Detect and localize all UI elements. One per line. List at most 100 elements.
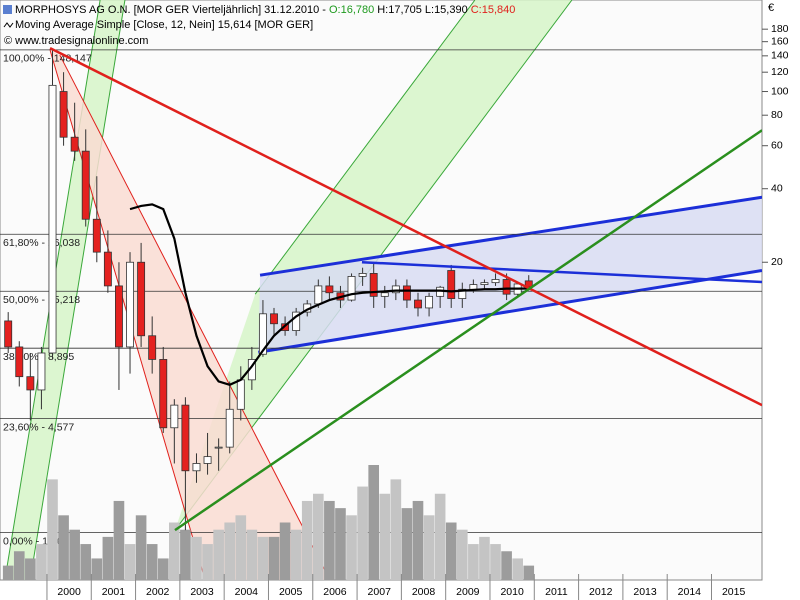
x-tick-label: 2012 (589, 586, 613, 598)
candle-body (281, 323, 290, 331)
volume-bar (290, 529, 302, 580)
candle-body (314, 285, 323, 305)
x-tick-label: 2007 (368, 586, 392, 598)
trend-line (174, 129, 762, 532)
candle-body (358, 273, 367, 277)
candle-body (59, 91, 68, 138)
volume-bar (135, 515, 147, 580)
candle-body (236, 379, 245, 410)
volume-bar (202, 544, 213, 580)
volume-bar (312, 493, 324, 580)
volume-bar (257, 536, 269, 580)
volume-bar (501, 551, 512, 580)
volume-bar (146, 544, 158, 580)
volume-bar (523, 565, 535, 580)
candle-body (292, 311, 301, 331)
ohlc-label: H:17,705 (377, 4, 422, 16)
candle-body (425, 295, 434, 309)
volume-bar (268, 536, 280, 580)
title-text: MORPHOSYS AG O.N. [MOR GER Vierteljährli… (15, 4, 326, 16)
channel-line (29, 0, 126, 580)
y-tick-label: 120 (771, 66, 789, 78)
y-tick-label: 60 (771, 139, 783, 151)
y-tick-label: 80 (771, 109, 783, 121)
x-tick-label: 2009 (456, 586, 480, 598)
candle-body (214, 446, 223, 449)
volume-bar (390, 479, 402, 580)
volume-bar (224, 522, 236, 580)
candle-body (70, 136, 79, 152)
x-tick-label: 2013 (633, 586, 657, 598)
y-unit: € (768, 2, 774, 14)
ohlc-label: C:15,840 (471, 4, 516, 16)
candle-body (170, 404, 179, 429)
ohlc-label: O:16,780 (329, 4, 374, 16)
candle-body (81, 150, 90, 220)
channel-line (59, 54, 331, 580)
overlay: 2000 2001 2002 2003 2004 2005 2006 2007 2008 2009… (3, 2, 789, 600)
volume-bar (434, 493, 446, 580)
chart-title: MORPHOSYS AG O.N. [MOR GER Vierteljährli… (15, 4, 515, 16)
y-tick-label: 160 (771, 35, 789, 47)
candle-body (115, 285, 123, 348)
fib-label: 23,60% - 4,577 (3, 421, 74, 433)
source: © www.tradesignalonline.com (4, 35, 148, 47)
volume-bar (47, 479, 58, 580)
candle-body (148, 335, 157, 360)
legend-entry: Moving Average Simple [Close, 12, Nein] … (15, 19, 313, 31)
y-tick-label: 180 (771, 23, 789, 35)
fib-label: 100,00% - 148,147 (3, 53, 92, 65)
candle-body (380, 292, 389, 297)
candle-body (37, 352, 46, 391)
candle-body (491, 279, 500, 284)
y-tick-label: 140 (771, 50, 789, 62)
candle-body (103, 251, 112, 287)
candle-body (48, 84, 57, 354)
legend-icon (3, 22, 14, 28)
volume-bar (445, 522, 457, 580)
volume-bar (357, 486, 368, 580)
volume-bar (379, 493, 391, 580)
y-tick-label: 40 (771, 182, 783, 194)
volume-bar (412, 500, 424, 580)
volume-bar (401, 508, 413, 580)
candle-body (192, 463, 201, 472)
fib-label: 61,80% - 26,038 (3, 237, 80, 249)
volume-bar (368, 465, 380, 580)
volume-bar (58, 515, 69, 580)
y-tick-label: 20 (771, 256, 783, 268)
candle-body (4, 320, 13, 348)
volume-bar (180, 529, 191, 580)
x-tick-label: 2005 (279, 586, 303, 598)
header-icon (3, 5, 12, 14)
fib-label: 50,00% - 15,218 (3, 294, 80, 306)
x-tick-label: 2000 (57, 586, 81, 598)
volume-bar (468, 544, 479, 580)
x-tick-label: 2008 (412, 586, 436, 598)
candle-body (414, 299, 422, 309)
x-tick-label: 2001 (102, 586, 126, 598)
volume-bar (169, 522, 180, 580)
candle-body (325, 285, 334, 294)
candle-body (225, 408, 234, 448)
candle-body (469, 284, 478, 290)
volume-bar (512, 558, 523, 580)
candle-body (159, 359, 168, 429)
candle-body (270, 313, 278, 325)
x-tick-label: 2011 (545, 586, 568, 598)
channel-line (258, 269, 762, 354)
candle-body (458, 288, 467, 299)
volume-bar (113, 500, 125, 580)
candle-body (502, 279, 511, 295)
volume-bar (213, 529, 224, 580)
candle-body (137, 261, 146, 337)
candle-body (258, 313, 267, 355)
candle-body (369, 273, 378, 297)
x-tick-label: 2003 (190, 586, 214, 598)
ohlc-label: L:15,390 (425, 4, 468, 16)
candle-body (447, 270, 456, 299)
y-tick-label: 100 (771, 85, 789, 97)
x-tick-label: 2004 (235, 586, 259, 598)
volume-bar (324, 500, 335, 580)
